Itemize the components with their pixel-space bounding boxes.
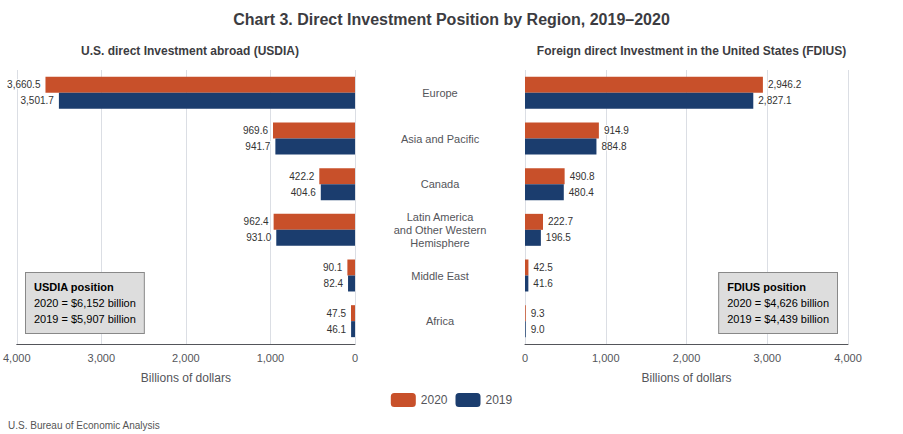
svg-text:47.5: 47.5 (327, 308, 347, 319)
svg-text:2,000: 2,000 (673, 352, 701, 364)
svg-text:222.7: 222.7 (548, 216, 573, 227)
svg-text:0: 0 (352, 352, 358, 364)
svg-text:2019 = $4,439 billion: 2019 = $4,439 billion (727, 313, 829, 325)
svg-text:and Other Western: and Other Western (394, 224, 487, 236)
svg-text:0: 0 (522, 352, 528, 364)
svg-text:4,000: 4,000 (3, 352, 31, 364)
svg-text:914.9: 914.9 (604, 125, 629, 136)
svg-text:Billions of dollars: Billions of dollars (641, 371, 731, 385)
svg-text:2,946.2: 2,946.2 (768, 79, 802, 90)
svg-text:941.7: 941.7 (245, 141, 270, 152)
svg-text:3,000: 3,000 (88, 352, 116, 364)
svg-text:480.4: 480.4 (569, 187, 594, 198)
svg-text:931.0: 931.0 (246, 232, 271, 243)
svg-text:2020: 2020 (421, 393, 448, 407)
svg-text:2,000: 2,000 (172, 352, 200, 364)
svg-text:4,000: 4,000 (834, 352, 862, 364)
svg-text:U.S. direct Investment abroad: U.S. direct Investment abroad (USDIA) (81, 44, 299, 58)
svg-text:Hemisphere: Hemisphere (410, 237, 469, 249)
svg-text:FDIUS position: FDIUS position (727, 281, 806, 293)
svg-text:2020 = $4,626 billion: 2020 = $4,626 billion (727, 297, 829, 309)
svg-text:969.6: 969.6 (243, 125, 268, 136)
svg-text:82.4: 82.4 (324, 278, 344, 289)
svg-text:90.1: 90.1 (323, 262, 343, 273)
svg-text:404.6: 404.6 (291, 187, 316, 198)
svg-text:2019 = $5,907 billion: 2019 = $5,907 billion (34, 313, 136, 325)
svg-text:3,000: 3,000 (753, 352, 781, 364)
svg-text:Europe: Europe (422, 87, 457, 99)
svg-text:46.1: 46.1 (327, 324, 347, 335)
svg-text:422.2: 422.2 (289, 171, 314, 182)
svg-text:41.6: 41.6 (533, 278, 553, 289)
svg-text:USDIA position: USDIA position (34, 281, 114, 293)
svg-text:9.0: 9.0 (531, 324, 545, 335)
svg-text:1,000: 1,000 (257, 352, 285, 364)
svg-text:2019: 2019 (486, 393, 513, 407)
svg-text:2,827.1: 2,827.1 (758, 95, 792, 106)
svg-text:9.3: 9.3 (531, 308, 545, 319)
svg-text:Foreign direct Investment in t: Foreign direct Investment in the United … (537, 44, 846, 58)
svg-text:U.S. Bureau of Economic Analys: U.S. Bureau of Economic Analysis (8, 420, 160, 431)
svg-text:Chart 3. Direct Investment Pos: Chart 3. Direct Investment Position by R… (233, 11, 670, 28)
svg-text:Middle East: Middle East (411, 270, 468, 282)
svg-text:Billions of dollars: Billions of dollars (141, 371, 231, 385)
svg-text:1,000: 1,000 (592, 352, 620, 364)
svg-text:884.8: 884.8 (601, 141, 626, 152)
svg-text:3,660.5: 3,660.5 (7, 79, 41, 90)
svg-text:Asia and Pacific: Asia and Pacific (401, 133, 480, 145)
svg-text:42.5: 42.5 (533, 262, 553, 273)
svg-text:3,501.7: 3,501.7 (21, 95, 55, 106)
svg-text:490.8: 490.8 (570, 171, 595, 182)
svg-text:Africa: Africa (426, 315, 455, 327)
svg-text:Canada: Canada (421, 178, 460, 190)
svg-text:196.5: 196.5 (546, 232, 571, 243)
svg-text:2020 = $6,152 billion: 2020 = $6,152 billion (34, 297, 136, 309)
svg-text:Latin America: Latin America (407, 211, 475, 223)
svg-text:962.4: 962.4 (244, 216, 269, 227)
